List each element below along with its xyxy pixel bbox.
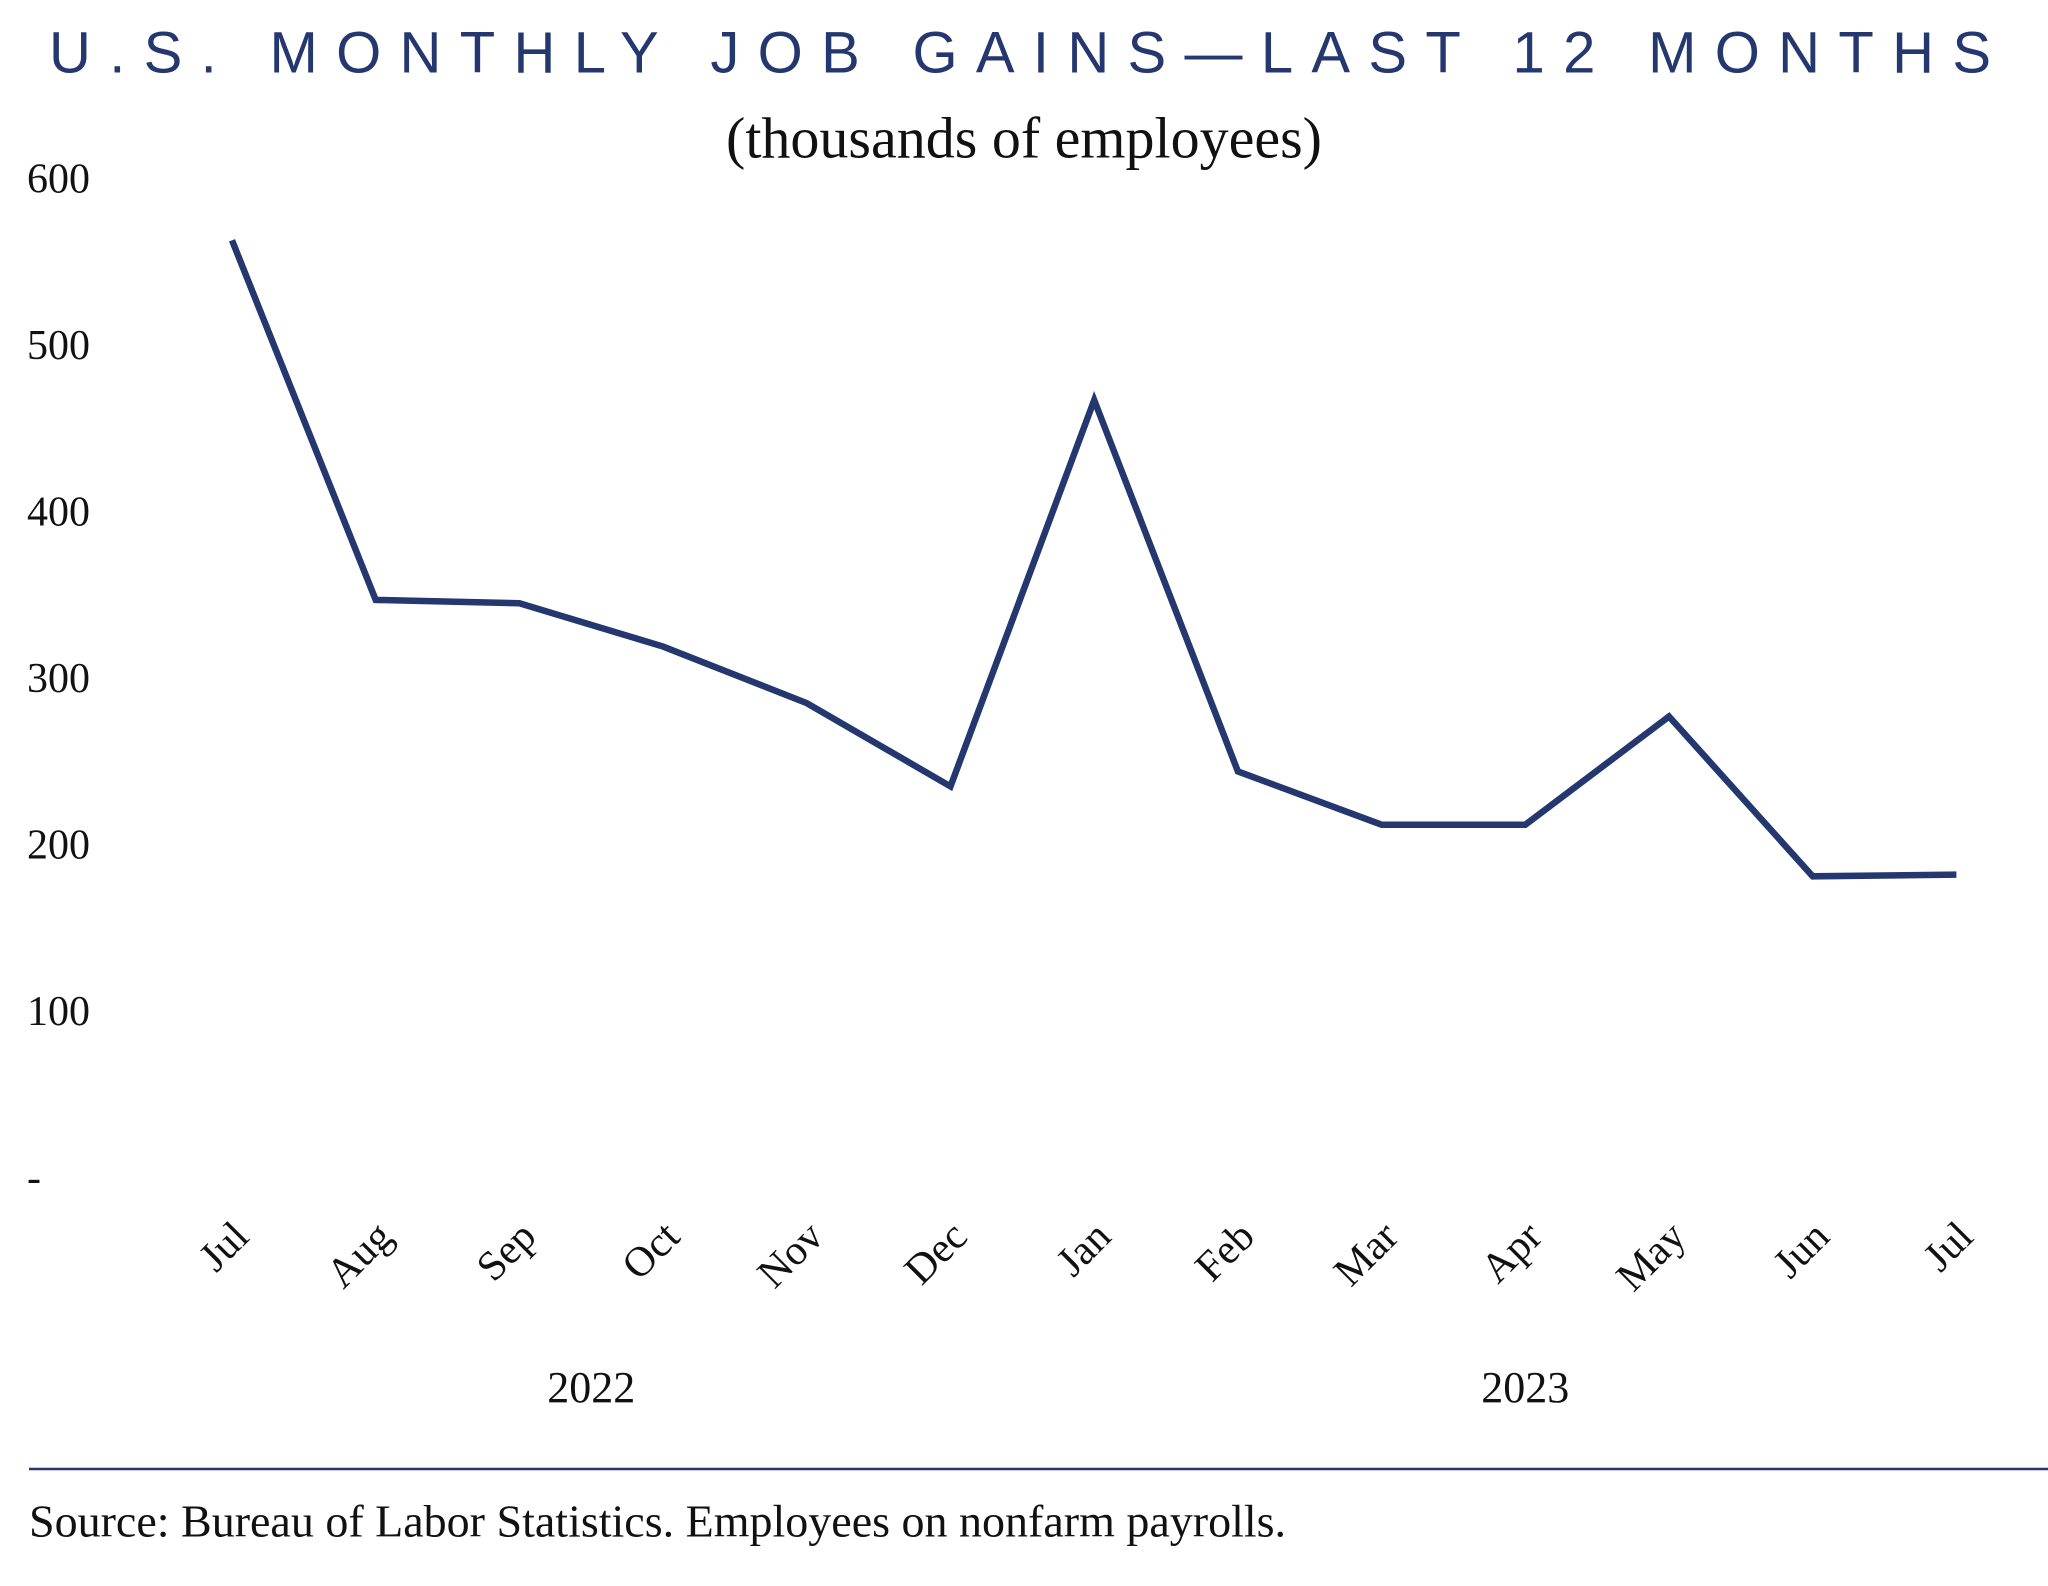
y-tick-label: 100 [27, 989, 90, 1035]
y-tick-label: 300 [27, 656, 90, 702]
y-tick-label: 600 [27, 157, 90, 203]
x-tick-label: May [1608, 1213, 1695, 1300]
x-tick-label: Sep [468, 1213, 545, 1290]
y-tick-label: - [27, 1156, 41, 1202]
source-note: Source: Bureau of Labor Statistics. Empl… [29, 1496, 1286, 1547]
data-line [228, 239, 1957, 880]
x-tick-label: Jun [1765, 1213, 1839, 1287]
y-tick-label: 400 [27, 490, 90, 536]
x-tick-label: Feb [1187, 1213, 1264, 1290]
x-tick-label: Apr [1472, 1213, 1551, 1292]
x-tick-label: Jul [191, 1213, 258, 1280]
y-tick-label: 200 [27, 823, 90, 869]
x-tick-label: Jan [1048, 1213, 1120, 1285]
x-tick-label: Jul [1915, 1213, 1982, 1280]
x-tick-label: Mar [1325, 1213, 1407, 1295]
x-tick-label: Aug [318, 1213, 402, 1297]
chart-subtitle: (thousands of employees) [726, 105, 1322, 170]
chart-title: U.S. MONTHLY JOB GAINS—LAST 12 MONTHS [49, 20, 1999, 85]
x-tick-label: Oct [614, 1213, 690, 1289]
x-tick-label: Nov [749, 1213, 833, 1297]
year-label: 2022 [547, 1363, 635, 1412]
x-tick-label: Dec [896, 1213, 976, 1293]
y-tick-label: 500 [27, 323, 90, 369]
year-label: 2023 [1481, 1363, 1569, 1412]
